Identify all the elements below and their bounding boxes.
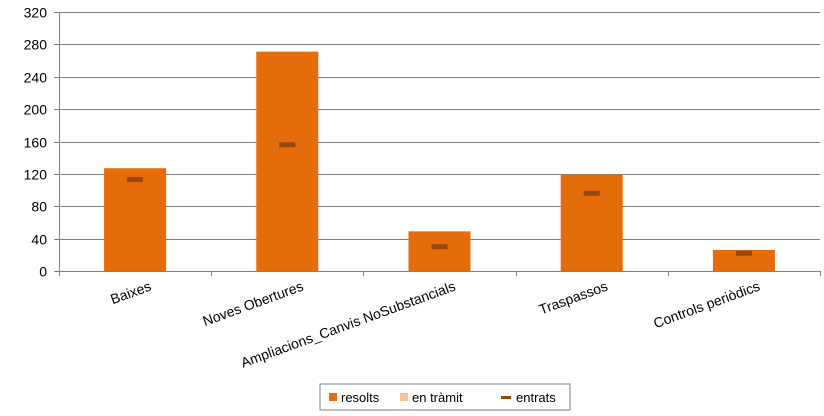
legend-swatch-entrats	[501, 396, 511, 399]
bars	[104, 51, 775, 271]
bar-resolts	[104, 168, 167, 271]
y-tick-label: 240	[24, 70, 48, 86]
x-tick-label: Traspassos	[537, 278, 610, 318]
bar-resolts	[712, 249, 775, 271]
x-axis-ticks: Baixes Noves OberturesAmpliacions_Canvis …	[108, 278, 762, 371]
legend-swatch-resolts	[329, 393, 337, 401]
bar-resolts	[560, 174, 623, 271]
marker-entrats	[127, 177, 144, 183]
y-tick-label: 200	[24, 102, 48, 118]
bar-resolts	[256, 51, 319, 271]
entrats-markers	[127, 142, 752, 256]
gridlines	[59, 12, 820, 240]
marker-entrats	[279, 142, 296, 148]
legend-box	[319, 383, 571, 411]
marker-entrats	[735, 250, 752, 256]
x-tick-label: Baixes	[108, 278, 153, 307]
legend-swatch-en-tramit	[400, 393, 408, 401]
marker-entrats	[583, 190, 600, 196]
legend-label-resolts: resolts	[341, 390, 380, 405]
y-tick-label: 280	[24, 37, 48, 53]
bar-resolts	[408, 231, 471, 271]
y-tick-label: 40	[31, 232, 47, 248]
legend: resolts en tràmit entrats	[319, 383, 571, 411]
legend-label-entrats: entrats	[516, 390, 556, 405]
y-tick-label: 160	[24, 135, 48, 151]
x-tick-label: Controls periòdics	[651, 278, 762, 331]
axes	[59, 12, 821, 276]
marker-entrats	[431, 244, 448, 250]
x-tick-label: Noves Obertures	[200, 278, 305, 329]
y-tick-label: 320	[24, 5, 48, 21]
y-tick-label: 120	[24, 167, 48, 183]
y-axis-ticks: 0 40 80 120 160 200 240 280 320	[24, 5, 59, 280]
y-tick-label: 0	[39, 264, 47, 280]
legend-label-en-tramit: en tràmit	[412, 390, 463, 405]
y-tick-label: 80	[31, 199, 47, 215]
